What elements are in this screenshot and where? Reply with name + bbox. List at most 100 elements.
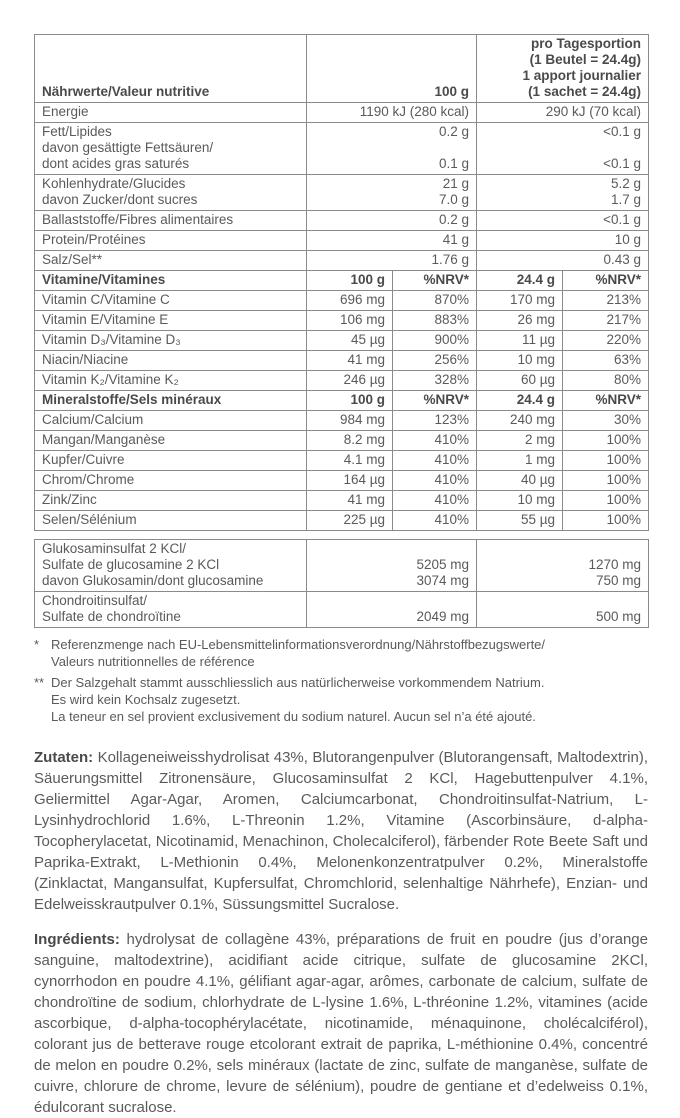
nutrient-row: Kohlenhydrate/Glucides davon Zucker/dont … [34,174,649,211]
minerals-c3: 240 mg [476,410,563,431]
cell-line: 21 g [442,176,469,191]
extra-label: Chondroitinsulfat/Sulfate de chondroïtin… [34,591,307,628]
ingredients-fr-text: hydrolysat de collagène 43%, préparation… [34,931,648,1116]
value-portion: 10 g [476,230,649,251]
cell-line [314,541,469,557]
vitamins-c4: 220% [562,330,649,351]
cell-line: Fett/Lipides [42,124,112,139]
cell-line: 500 mg [595,609,641,624]
cell-line: 0.2 g [438,124,469,139]
minerals-row: Chrom/Chrome 164 µg 410% 40 µg 100% [34,470,649,491]
minerals-label: Mangan/Manganèse [34,430,307,451]
cell-line: pro Tagesportion [531,36,641,51]
value-100g: 0.2 g [306,210,477,231]
footnote-mark: * [34,637,40,652]
value-100g: 21 g 7.0 g [306,174,477,211]
vitamins-label: Vitamin C/Vitamine C [34,290,307,311]
header-100g: 100 g [306,34,477,103]
vitamins-row: Vitamin D₃/Vitamine D₃ 45 µg 900% 11 µg 220% [34,330,649,351]
minerals-label: Chrom/Chrome [34,470,307,491]
cell-line: Ballaststoffe/Fibres alimentaires [42,212,234,227]
footnote-text: Der Salzgehalt stammt ausschliesslich au… [51,674,654,725]
ingredients-de-label: Zutaten: [34,749,94,766]
vitamins-c4: 217% [562,310,649,331]
vitamins-row: Vitamin C/Vitamine C 696 mg 870% 170 mg 213% [34,290,649,311]
value-100g: 0.2 g 0.1 g [306,122,477,175]
minerals-label: Zink/Zinc [34,490,307,511]
vitamins-c1: 696 mg [306,290,393,311]
nutrient-label: Fett/Lipides davon gesättigte Fettsäuren/… [34,122,307,175]
cell-line: (1 sachet = 24.4g) [528,84,641,99]
cell-line: Protein/Protéines [42,232,146,247]
nutrient-row: Energie 1190 kJ (280 kcal) 290 kJ (70 kcal… [34,102,649,123]
nutrient-label: Protein/Protéines [34,230,307,251]
vitamins-c2: 883% [392,310,477,331]
value-100g: 1.76 g [306,250,477,271]
cell-line: 1.76 g [431,252,469,267]
cell-line: Sulfate de chondroïtine [42,609,181,624]
label-document: Nährwerte/Valeur nutritive 100 g pro Tages… [34,0,649,1118]
cell-line [314,140,469,156]
cell-line: La teneur en sel provient exclusivement … [51,709,536,724]
nutrient-row: Protein/Protéines 41 g 10 g [34,230,649,251]
minerals-c1: 8.2 mg [306,430,393,451]
vitamins-c3: 170 mg [476,290,563,311]
cell-line: 2049 mg [416,609,469,624]
footnote-text: Referenzmenge nach EU-Lebensmittelinform… [51,636,654,670]
vitamins-c4: 213% [562,290,649,311]
cell-line: 1.7 g [610,192,641,207]
minerals-c4: 100% [562,450,649,471]
minerals-c4: 100% [562,470,649,491]
ingredients-german: Zutaten: Kollageneiweisshydrolisat 43%, … [34,747,648,915]
cell-line: 3074 mg [416,573,469,588]
cell-line: 1270 mg [588,557,641,572]
cell-line: 290 kJ (70 kcal) [545,104,641,119]
header-label: Nährwerte/Valeur nutritive [34,34,307,103]
minerals-c3: 10 mg [476,490,563,511]
cell-line: Referenzmenge nach EU-Lebensmittelinform… [51,637,546,652]
minerals-header-c4: %NRV* [562,390,649,411]
nutrient-label: Ballaststoffe/Fibres alimentaires [34,210,307,231]
vitamins-c2: 900% [392,330,477,351]
vitamins-header-label: Vitamine/Vitamines [34,270,307,291]
cell-line: Sulfate de glucosamine 2 KCl [42,557,220,572]
vitamins-c1: 41 mg [306,350,393,371]
header-portion: pro Tagesportion (1 Beutel = 24.4g) 1 appo… [476,34,649,103]
cell-line: davon Zucker/dont sucres [42,192,198,207]
cell-line: dont acides gras saturés [42,156,190,171]
vitamins-c1: 45 µg [306,330,393,351]
minerals-c2: 410% [392,490,477,511]
extras-table: Glukosaminsulfat 2 KCl/Sulfate de glucos… [34,539,649,628]
cell-line: 1190 kJ (280 kcal) [359,104,469,119]
vitamins-c3: 11 µg [476,330,563,351]
minerals-c4: 100% [562,490,649,511]
cell-line: 1 apport journalier [522,68,641,83]
cell-line: <0.1 g [603,156,641,171]
minerals-c2: 410% [392,450,477,471]
minerals-header-c2: %NRV* [392,390,477,411]
cell-line: 41 g [442,232,469,247]
minerals-c2: 410% [392,510,477,531]
cell-line: 7.0 g [438,192,469,207]
minerals-c4: 100% [562,430,649,451]
vitamins-header-row: Vitamine/Vitamines 100 g %NRV* 24.4 g %NRV* [34,270,649,291]
cell-line [484,593,641,609]
cell-line [314,593,469,609]
minerals-row: Kupfer/Cuivre 4.1 mg 410% 1 mg 100% [34,450,649,471]
minerals-c4: 30% [562,410,649,431]
cell-line: 10 g [614,232,641,247]
vitamins-label: Vitamin K₂/Vitamine K₂ [34,370,307,391]
extra-portion: 500 mg [476,591,649,628]
minerals-c3: 40 µg [476,470,563,491]
value-100g: 41 g [306,230,477,251]
vitamins-c3: 60 µg [476,370,563,391]
cell-line: davon Glukosamin/dont glucosamine [42,573,264,588]
minerals-c1: 984 mg [306,410,393,431]
vitamins-c3: 26 mg [476,310,563,331]
cell-line: 5.2 g [610,176,641,191]
cell-line: Salz/Sel** [42,252,103,267]
minerals-c3: 1 mg [476,450,563,471]
minerals-c2: 410% [392,470,477,491]
minerals-header-c3: 24.4 g [476,390,563,411]
cell-line: Valeurs nutritionnelles de référence [51,654,255,669]
